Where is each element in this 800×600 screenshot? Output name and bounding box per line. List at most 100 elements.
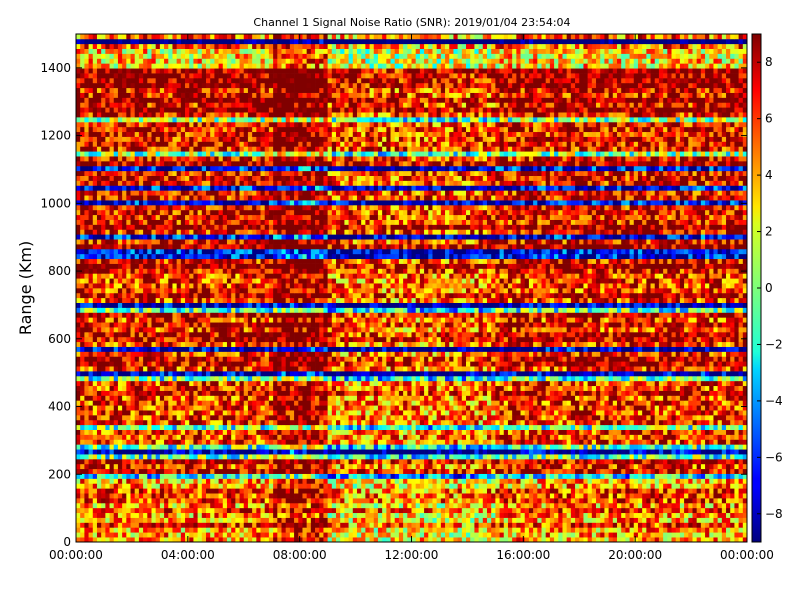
heatmap-cell xyxy=(398,439,404,445)
heatmap-cell xyxy=(696,434,702,440)
heatmap-cell xyxy=(591,537,597,543)
heatmap-cell xyxy=(193,439,198,445)
heatmap-cell xyxy=(533,405,538,411)
heatmap-cell xyxy=(143,434,148,440)
heatmap-cell xyxy=(239,483,245,489)
heatmap-cell xyxy=(512,400,517,406)
heatmap-cell xyxy=(84,400,89,406)
heatmap-cell xyxy=(193,429,198,435)
heatmap-cell xyxy=(398,532,404,538)
heatmap-cell xyxy=(587,439,593,445)
heatmap-cell xyxy=(486,400,492,406)
heatmap-cell xyxy=(545,444,551,450)
heatmap-cell xyxy=(80,537,85,543)
heatmap-cell xyxy=(679,527,685,533)
heatmap-cell xyxy=(520,410,526,416)
heatmap-cell xyxy=(138,483,144,489)
heatmap-cell xyxy=(713,532,718,538)
heatmap-cell xyxy=(310,473,316,479)
heatmap-cell xyxy=(126,512,131,518)
heatmap-cell xyxy=(570,439,576,445)
heatmap-cell xyxy=(172,395,177,401)
heatmap-cell xyxy=(256,395,261,401)
heatmap-cell xyxy=(700,493,706,499)
heatmap-cell xyxy=(151,478,157,484)
heatmap-cell xyxy=(453,527,458,533)
heatmap-cell xyxy=(369,400,375,406)
heatmap-cell xyxy=(419,502,425,509)
heatmap-cell xyxy=(176,424,182,430)
heatmap-cell xyxy=(340,507,345,514)
heatmap-cell xyxy=(327,463,333,470)
heatmap-cell xyxy=(348,395,354,401)
heatmap-cell xyxy=(705,478,710,484)
heatmap-cell xyxy=(705,444,710,450)
heatmap-cell xyxy=(273,468,278,474)
heatmap-cell xyxy=(88,410,94,416)
heatmap-cell xyxy=(554,439,559,445)
heatmap-cell xyxy=(80,429,85,435)
heatmap-cell xyxy=(528,507,534,514)
heatmap-cell xyxy=(579,449,584,455)
heatmap-cell xyxy=(319,493,324,499)
heatmap-cell xyxy=(637,405,643,411)
heatmap-cell xyxy=(520,405,526,411)
heatmap-cell xyxy=(428,512,433,518)
heatmap-cell xyxy=(424,444,429,450)
heatmap-cell xyxy=(440,395,446,401)
heatmap-cell xyxy=(524,390,530,396)
heatmap-cell xyxy=(562,424,568,430)
heatmap-cell xyxy=(428,405,433,411)
heatmap-cell xyxy=(705,512,710,518)
heatmap-cell xyxy=(583,468,588,474)
heatmap-cell xyxy=(134,439,140,445)
heatmap-cell xyxy=(377,473,383,479)
heatmap-cell xyxy=(503,434,509,440)
heatmap-cell xyxy=(621,537,626,543)
heatmap-cell xyxy=(373,512,379,518)
heatmap-cell xyxy=(189,522,194,528)
heatmap-cell xyxy=(76,502,81,509)
heatmap-cell xyxy=(201,527,207,533)
heatmap-cell xyxy=(96,537,102,543)
heatmap-cell xyxy=(394,532,400,538)
heatmap-cell xyxy=(726,537,731,543)
heatmap-cell xyxy=(507,502,513,509)
heatmap-cell xyxy=(482,527,488,533)
heatmap-cell xyxy=(147,483,152,489)
heatmap-cell xyxy=(315,473,320,479)
heatmap-cell xyxy=(616,478,622,484)
heatmap-cell xyxy=(600,458,605,465)
heatmap-cell xyxy=(356,429,362,435)
heatmap-cell xyxy=(201,429,207,435)
heatmap-cell xyxy=(138,429,144,435)
heatmap-cell xyxy=(726,493,731,499)
heatmap-cell xyxy=(386,429,391,435)
heatmap-cell xyxy=(629,478,635,484)
heatmap-cell xyxy=(407,537,412,543)
heatmap-cell xyxy=(159,478,165,484)
heatmap-cell xyxy=(642,458,647,465)
heatmap-cell xyxy=(482,522,488,528)
heatmap-cell xyxy=(403,473,408,479)
heatmap-cell xyxy=(239,439,245,445)
heatmap-cell xyxy=(382,488,387,494)
heatmap-cell xyxy=(306,410,312,416)
heatmap-cell xyxy=(453,463,458,470)
heatmap-cell xyxy=(415,458,421,465)
heatmap-cell xyxy=(76,532,81,538)
heatmap-cell xyxy=(398,405,404,411)
heatmap-cell xyxy=(654,527,660,533)
heatmap-cell xyxy=(549,512,555,518)
heatmap-cell xyxy=(268,434,274,440)
heatmap-cell xyxy=(319,424,324,430)
heatmap-cell xyxy=(579,415,584,421)
heatmap-cell xyxy=(369,439,375,445)
heatmap-cell xyxy=(730,473,735,479)
heatmap-cell xyxy=(243,444,249,450)
heatmap-cell xyxy=(222,522,228,528)
heatmap-cell xyxy=(474,429,479,435)
heatmap-cell xyxy=(637,527,643,533)
heatmap-cell xyxy=(466,458,471,465)
heatmap-cell xyxy=(453,488,458,494)
